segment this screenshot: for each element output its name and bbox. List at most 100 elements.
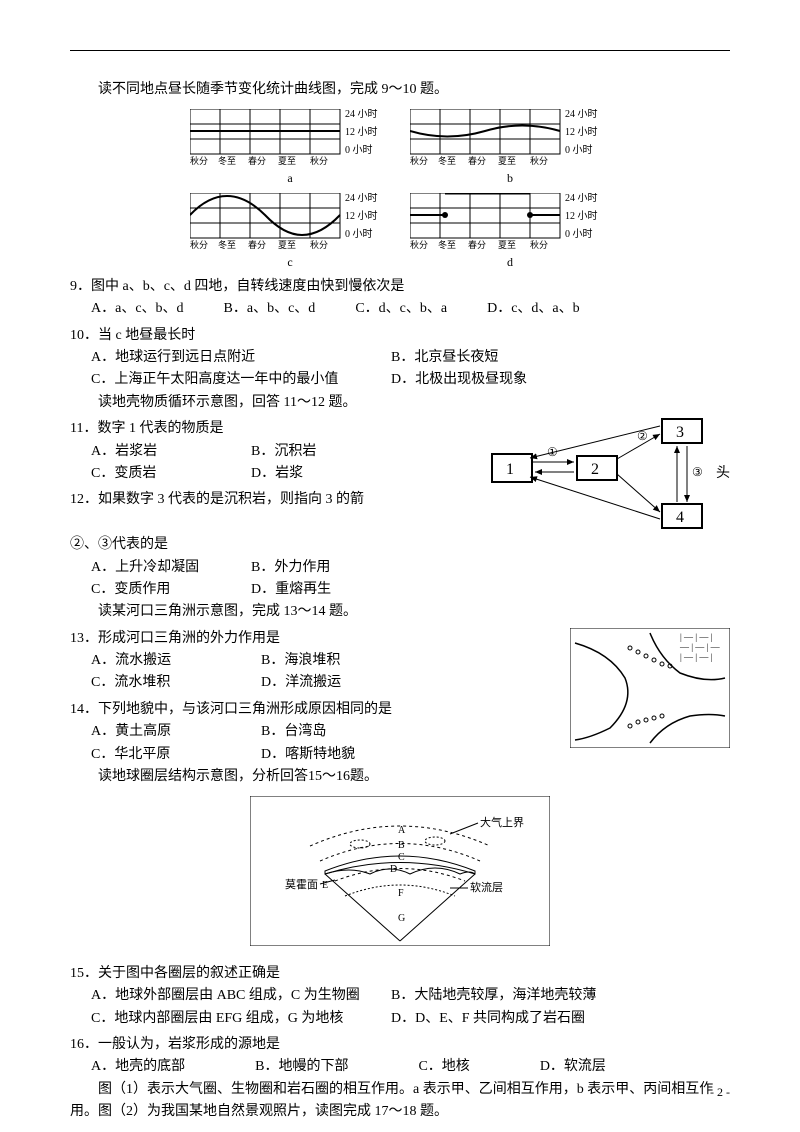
svg-text:春分: 春分 (468, 155, 486, 166)
q16-D: D．软流层 (540, 1056, 606, 1078)
svg-text:③: ③ (692, 465, 703, 479)
intro-15-16: 读地球圈层结构示意图，分析回答15～16题。 (70, 766, 730, 788)
intro-9-10: 读不同地点昼长随季节变化统计曲线图，完成 9～10 题。 (70, 79, 730, 101)
q9-D: D．c、d、a、b (487, 298, 580, 320)
svg-text:春分: 春分 (248, 155, 266, 166)
q10-stem: 10．当 c 地昼最长时 (70, 325, 730, 347)
q15: 15．关于图中各圈层的叙述正确是 A．地球外部圈层由 ABC 组成，C 为生物圈… (70, 963, 730, 1030)
svg-text:秋分: 秋分 (410, 239, 428, 250)
q10-B: B．北京昼长夜短 (391, 347, 498, 369)
svg-text:软流层: 软流层 (470, 880, 503, 894)
q16-stem: 16．一般认为，岩浆形成的源地是 (70, 1034, 730, 1056)
q15-options: A．地球外部圈层由 ABC 组成，C 为生物圈B．大陆地壳较厚，海洋地壳较薄 C… (91, 985, 730, 1030)
q9: 9．图中 a、b、c、d 四地，自转线速度由快到慢依次是 A．a、c、b、d B… (70, 276, 730, 321)
q9-C: C．d、c、b、a (355, 298, 447, 320)
q13-D: D．洋流搬运 (261, 672, 341, 694)
q15-stem: 15．关于图中各圈层的叙述正确是 (70, 963, 730, 985)
svg-text:秋分: 秋分 (410, 155, 428, 166)
svg-text:B: B (398, 840, 405, 851)
charts-row-2: 24 小时 12 小时 0 小时 秋分 冬至 春分 夏至 秋分 c 24 小时 … (70, 193, 730, 272)
q11-A: A．岩浆岩 (91, 441, 251, 463)
svg-text:2: 2 (591, 461, 599, 478)
svg-text:4: 4 (676, 509, 684, 526)
svg-text:莫霍面: 莫霍面 (285, 878, 318, 891)
q11: 11．数字 1 代表的物质是 A．岩浆岩B．沉积岩 C．变质岩D．岩浆 (70, 418, 482, 485)
chart-d-wrap: 24 小时 12 小时 0 小时 秋分 冬至 春分 夏至 秋分 d (410, 193, 610, 272)
q11-C: C．变质岩 (91, 463, 251, 485)
chart-c-wrap: 24 小时 12 小时 0 小时 秋分 冬至 春分 夏至 秋分 c (190, 193, 390, 272)
chart-a-label: a (287, 169, 292, 188)
chart-c: 24 小时 12 小时 0 小时 秋分 冬至 春分 夏至 秋分 (190, 193, 390, 251)
q15-D: D．D、E、F 共同构成了岩石圈 (391, 1008, 585, 1030)
q15-C: C．地球内部圈层由 EFG 组成，G 为地核 (91, 1008, 391, 1030)
q9-options: A．a、c、b、d B．a、b、c、d C．d、c、b、a D．c、d、a、b (91, 298, 730, 320)
q11-options: A．岩浆岩B．沉积岩 C．变质岩D．岩浆 (91, 441, 482, 486)
svg-text:冬至: 冬至 (218, 155, 236, 166)
svg-text:春分: 春分 (468, 239, 486, 250)
svg-text:3: 3 (676, 424, 684, 441)
q12-A: A．上升冷却凝固 (91, 557, 251, 579)
svg-text:12 小时: 12 小时 (565, 210, 598, 222)
svg-text:秋分: 秋分 (530, 155, 548, 166)
q13-B: B．海浪堆积 (261, 650, 340, 672)
sphere-diagram: 大气上界 A B C D E F G 莫霍面 软流层 (250, 796, 550, 946)
svg-text:0 小时: 0 小时 (565, 144, 593, 156)
chart-d-label: d (507, 253, 513, 272)
q16: 16．一般认为，岩浆形成的源地是 A．地壳的底部 B．地幔的下部 C．地核 D．… (70, 1034, 730, 1079)
svg-text:0 小时: 0 小时 (345, 144, 373, 156)
svg-text:| — | — |: | — | — | (680, 652, 713, 662)
q14-A: A．黄土高原 (91, 721, 261, 743)
svg-text:F: F (398, 888, 404, 899)
svg-text:夏至: 夏至 (498, 156, 516, 166)
q9-B: B．a、b、c、d (224, 298, 316, 320)
sphere-diagram-wrap: 大气上界 A B C D E F G 莫霍面 软流层 (70, 796, 730, 954)
q9-stem: 9．图中 a、b、c、d 四地，自转线速度由快到慢依次是 (70, 276, 730, 298)
q10: 10．当 c 地昼最长时 A．地球运行到远日点附近B．北京昼长夜短 C．上海正午… (70, 325, 730, 392)
svg-text:1: 1 (506, 461, 514, 478)
chart-a-wrap: 24 小时 12 小时 0 小时 秋分 冬至 春分 夏至 秋分 a (190, 109, 390, 188)
svg-text:冬至: 冬至 (438, 155, 456, 166)
q14-D: D．喀斯特地貌 (261, 744, 355, 766)
svg-text:秋分: 秋分 (310, 155, 328, 166)
chart-c-label: c (287, 253, 292, 272)
svg-text:秋分: 秋分 (310, 239, 328, 250)
svg-text:24 小时: 24 小时 (565, 109, 598, 120)
q9-A: A．a、c、b、d (91, 298, 184, 320)
page-top-rule (70, 50, 730, 51)
charts-row-1: 24 小时 12 小时 0 小时 秋分 冬至 春分 夏至 秋分 a 24 小时 … (70, 109, 730, 188)
svg-text:大气上界: 大气上界 (480, 815, 524, 829)
q12-D: D．重熔再生 (251, 579, 331, 601)
q12-options: A．上升冷却凝固B．外力作用 C．变质作用D．重熔再生 (91, 557, 730, 602)
q11-D: D．岩浆 (251, 463, 303, 485)
svg-text:冬至: 冬至 (218, 239, 236, 250)
chart-b: 24 小时 12 小时 0 小时 秋分 冬至 春分 夏至 秋分 (410, 109, 610, 167)
q11-B: B．沉积岩 (251, 441, 316, 463)
chart-b-label: b (507, 169, 513, 188)
q12-B: B．外力作用 (251, 557, 330, 579)
q16-C: C．地核 (418, 1056, 469, 1078)
svg-text:夏至: 夏至 (278, 240, 296, 250)
q12-C: C．变质作用 (91, 579, 251, 601)
svg-text:12 小时: 12 小时 (345, 210, 378, 222)
q14-C: C．华北平原 (91, 744, 261, 766)
svg-text:秋分: 秋分 (530, 239, 548, 250)
delta-diagram: | — | — | — | — | — | — | — | (570, 628, 730, 748)
svg-text:12 小时: 12 小时 (565, 126, 598, 138)
intro-13-14: 读某河口三角洲示意图，完成 13～14 题。 (70, 601, 730, 623)
q13-A: A．流水搬运 (91, 650, 261, 672)
intro-11-12: 读地壳物质循环示意图，回答 11～12 题。 (70, 392, 730, 414)
svg-text:0 小时: 0 小时 (345, 228, 373, 240)
page-number: - 2 - (710, 1083, 730, 1102)
q12-stem-right: 头 (716, 463, 730, 485)
chart-b-wrap: 24 小时 12 小时 0 小时 秋分 冬至 春分 夏至 秋分 b (410, 109, 610, 188)
svg-text:| — | — |: | — | — | (680, 632, 713, 642)
chart-a: 24 小时 12 小时 0 小时 秋分 冬至 春分 夏至 秋分 (190, 109, 390, 167)
q11-12-block: 11．数字 1 代表的物质是 A．岩浆岩B．沉积岩 C．变质岩D．岩浆 12．如… (70, 414, 730, 534)
svg-text:夏至: 夏至 (498, 240, 516, 250)
q16-options: A．地壳的底部 B．地幔的下部 C．地核 D．软流层 (91, 1056, 730, 1078)
q13-C: C．流水堆积 (91, 672, 261, 694)
svg-text:秋分: 秋分 (190, 155, 208, 166)
q12: 12．如果数字 3 代表的是沉积岩，则指向 3 的箭 (70, 489, 482, 511)
intro-17-18: 图（1）表示大气圈、生物圈和岩石圈的相互作用。a 表示甲、乙间相互作用，b 表示… (70, 1079, 730, 1124)
q10-A: A．地球运行到远日点附近 (91, 347, 391, 369)
